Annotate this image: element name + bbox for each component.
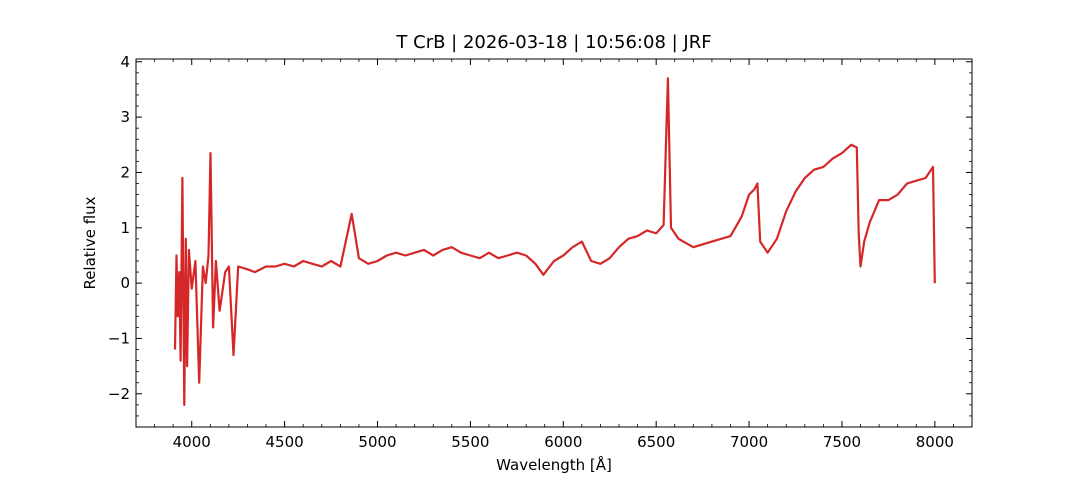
- x-tick-label: 6000: [544, 433, 582, 451]
- chart-title: T CrB | 2026-03-18 | 10:56:08 | JRF: [395, 32, 711, 53]
- y-axis-label: Relative flux: [81, 196, 99, 289]
- y-tick-label: −1: [108, 329, 130, 347]
- y-tick-label: 1: [120, 219, 130, 237]
- spectrum-line-0: [173, 77, 936, 406]
- x-tick-label: 8000: [916, 433, 954, 451]
- y-tick-label: −2: [108, 385, 130, 403]
- y-tick-label: 2: [120, 163, 130, 181]
- x-tick-label: 5500: [451, 433, 489, 451]
- plot-frame: [135, 58, 973, 428]
- x-tick-label: 5000: [358, 433, 396, 451]
- y-tick-label: 3: [120, 108, 130, 126]
- y-tick-label: 0: [120, 274, 130, 292]
- y-tick-label: 4: [120, 53, 130, 71]
- x-axis-label: Wavelength [Å]: [496, 455, 612, 474]
- x-tick-label: 4000: [173, 433, 211, 451]
- x-tick-label: 7500: [823, 433, 861, 451]
- x-tick-label: 4500: [266, 433, 304, 451]
- x-tick-label: 6500: [637, 433, 675, 451]
- x-tick-label: 7000: [730, 433, 768, 451]
